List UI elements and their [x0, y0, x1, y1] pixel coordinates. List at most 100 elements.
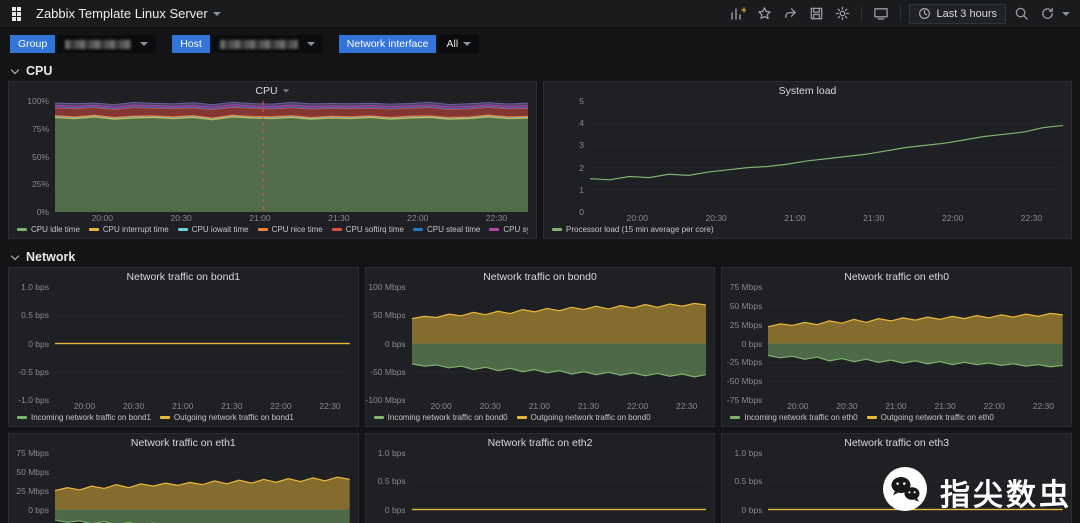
legend-item[interactable]: CPU interrupt time [88, 225, 169, 234]
x-axis: 20:00 20:30 21:00 21:30 22:00 22:30 [55, 212, 528, 224]
legend-swatch [17, 228, 27, 231]
filter-group-value[interactable] [57, 35, 157, 53]
panel-title-eth1[interactable]: Network traffic on eth1 [9, 434, 358, 451]
share-icon[interactable] [779, 4, 801, 24]
filter-interface-value[interactable]: All [438, 35, 480, 53]
panel-title-eth0[interactable]: Network traffic on eth0 [722, 268, 1071, 285]
star-icon[interactable] [753, 4, 775, 24]
x-tick-label: 20:00 [73, 401, 96, 411]
legend-label: Incoming network traffic on bond0 [387, 413, 508, 422]
legend-item[interactable]: CPU system time [489, 225, 528, 234]
chart-svg [411, 287, 707, 400]
x-tick-label: 20:00 [626, 213, 648, 223]
y-tick-label: -100 Mbps [365, 395, 406, 405]
y-tick-label: 75% [31, 123, 49, 134]
y-tick-label: 75 Mbps [16, 448, 49, 458]
refresh-icon[interactable] [1036, 4, 1058, 24]
y-tick-label: 0.5 bps [21, 310, 49, 321]
dashboard-title[interactable]: Zabbix Template Linux Server [36, 6, 221, 21]
y-tick-label: 0 bps [28, 504, 49, 515]
network-panel-row-1: Network traffic on bond1 1.0 bps 0.5 bps 0… [0, 267, 1080, 427]
chart-area: 100% 75% 50% 25% 0% [9, 96, 528, 217]
x-tick-label: 22:00 [270, 401, 292, 411]
row-header-cpu[interactable]: CPU [0, 59, 1080, 81]
legend-label: CPU system time [503, 225, 528, 234]
panel-title-system-load[interactable]: System load [544, 82, 1071, 99]
redacted-value [65, 39, 132, 49]
redacted-value [219, 39, 298, 49]
x-tick-label: 20:30 [479, 401, 501, 411]
legend-item[interactable]: Outgoing network traffic on bond0 [516, 413, 651, 422]
settings-gear-icon[interactable] [831, 4, 853, 24]
x-axis: 20:00 20:30 21:00 21:30 22:00 22:30 [768, 400, 1063, 412]
panel-title-cpu[interactable]: CPU [9, 82, 536, 99]
plot-area[interactable] [590, 101, 1063, 212]
row-header-network[interactable]: Network [0, 245, 1080, 267]
panel-title-eth3[interactable]: Network traffic on eth3 [722, 434, 1071, 451]
y-tick-label: 0 bps [384, 504, 406, 515]
panel-title-bond1[interactable]: Network traffic on bond1 [9, 268, 358, 285]
x-axis: 20:00 20:30 21:00 21:30 22:00 22:30 [590, 212, 1063, 224]
legend-item[interactable]: Incoming network traffic on bond0 [373, 413, 508, 422]
filter-host-value[interactable] [211, 35, 323, 53]
plot-area[interactable] [55, 453, 350, 523]
y-tick-label: -25 Mbps [726, 357, 763, 368]
time-range-button[interactable]: Last 3 hours [909, 3, 1006, 24]
refresh-interval-caret-icon[interactable] [1062, 11, 1070, 16]
tv-mode-icon[interactable] [870, 4, 892, 24]
legend-item[interactable]: CPU steal time [412, 225, 480, 234]
y-tick-label: 0 bps [28, 338, 49, 349]
chart-area: 75 Mbps 50 Mbps 25 Mbps 0 bps -25 Mbps -50 Mb… [722, 282, 1064, 405]
y-tick-label: -1.0 bps [18, 395, 49, 405]
panel-net-bond1: Network traffic on bond1 1.0 bps 0.5 bps 0… [8, 267, 359, 427]
y-tick-label: 1.0 bps [21, 282, 49, 292]
grafana-menu-icon[interactable] [10, 5, 28, 23]
legend-item[interactable]: CPU idle time [17, 225, 80, 234]
chart-area: 1.0 bps 0.5 bps 0 bps -0.5 bps -1.0 bps [9, 282, 350, 405]
y-tick-label: 100 Mbps [368, 282, 406, 292]
legend-item[interactable]: Outgoing network traffic on bond1 [159, 413, 294, 422]
wechat-logo-icon [882, 466, 928, 517]
filter-group-label: Group [10, 35, 56, 53]
legend-swatch [730, 416, 741, 419]
legend-item[interactable]: CPU nice time [257, 225, 323, 234]
plot-area[interactable] [411, 287, 707, 400]
panel-title-bond0[interactable]: Network traffic on bond0 [366, 268, 715, 285]
legend-item[interactable]: Incoming network traffic on bond1 [17, 413, 151, 422]
legend-label: Outgoing network traffic on bond1 [173, 413, 294, 422]
y-axis: 100 Mbps 50 Mbps 0 bps -50 Mbps -100 Mbps [366, 282, 412, 405]
legend-item[interactable]: CPU softirq time [331, 225, 404, 234]
y-tick-label: 1 [579, 184, 584, 195]
x-tick-label: 21:30 [328, 213, 350, 223]
y-tick-label: 2 [579, 162, 584, 173]
plot-area[interactable] [768, 287, 1064, 400]
zoom-out-icon[interactable] [1010, 4, 1032, 24]
panel-title-eth2[interactable]: Network traffic on eth2 [366, 434, 715, 451]
add-panel-icon[interactable] [727, 4, 749, 24]
panel-system-load: System load 5 4 3 2 1 0 20:00 20:30 21:00 21:30 22… [543, 81, 1072, 239]
x-tick-label: 20:30 [705, 213, 727, 223]
caret-down-icon [212, 11, 221, 16]
plot-area[interactable] [55, 287, 350, 400]
legend-label: Outgoing network traffic on eth0 [880, 413, 994, 422]
y-tick-label: 25 Mbps [16, 485, 49, 496]
legend-swatch [866, 416, 877, 419]
save-icon[interactable] [805, 4, 827, 24]
legend-swatch [159, 416, 170, 419]
y-tick-label: 100% [27, 96, 49, 106]
panel-title-text: Network traffic on eth3 [844, 436, 950, 449]
legend-item[interactable]: Incoming network traffic on eth0 [730, 413, 858, 422]
y-tick-label: 0.5 bps [377, 476, 406, 487]
legend-swatch [489, 228, 500, 231]
legend: CPU idle time CPU interrupt time CPU iowai… [9, 224, 528, 237]
legend-item[interactable]: Processor load (15 min average per core) [552, 225, 714, 234]
legend-item[interactable]: CPU iowait time [177, 225, 249, 234]
panel-title-text: Network traffic on bond0 [483, 270, 597, 283]
legend-swatch [373, 416, 384, 419]
plot-area[interactable] [412, 453, 707, 523]
chart-svg [768, 287, 1064, 400]
legend-item[interactable]: Outgoing network traffic on eth0 [866, 413, 994, 422]
plot-area[interactable] [55, 101, 528, 212]
y-tick-label: 0.5 bps [734, 476, 763, 487]
